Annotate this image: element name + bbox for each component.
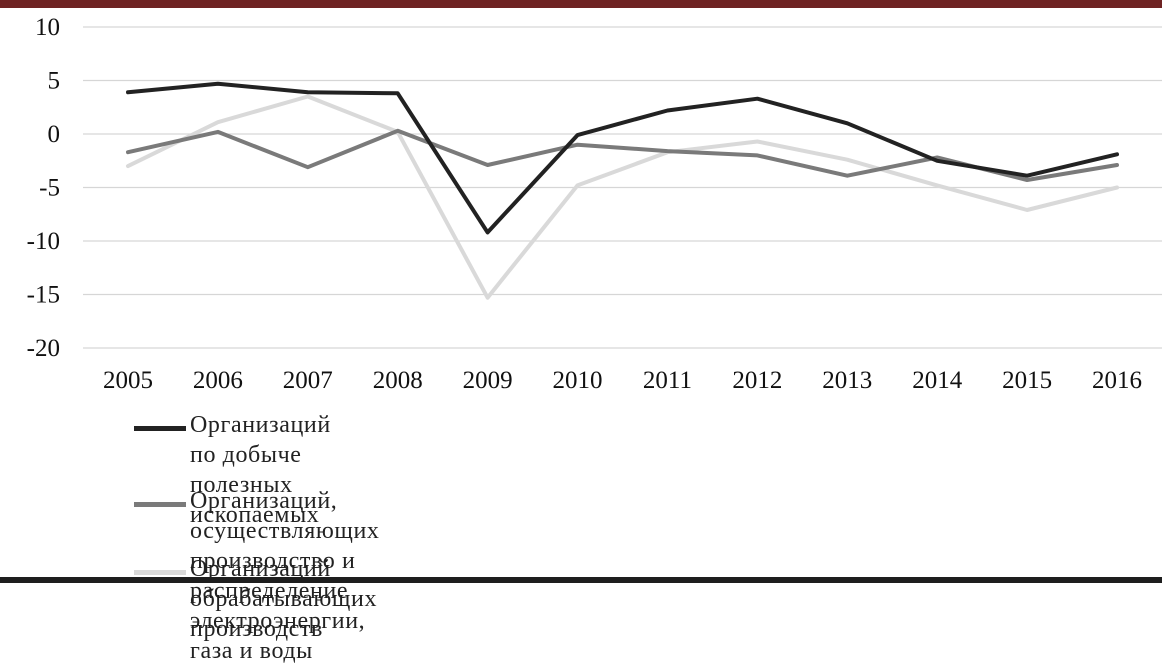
y-tick-label: 10: [35, 14, 60, 41]
x-tick-label: 2012: [732, 367, 782, 394]
series-line-1: [126, 81, 1119, 235]
y-tick-label: -15: [27, 282, 60, 309]
legend-swatch: [134, 570, 186, 575]
x-tick-label: 2013: [822, 367, 872, 394]
x-tick-label: 2014: [912, 367, 963, 394]
y-axis-tick-labels: 10 5 0 -5 -10 -15 -20: [27, 14, 60, 362]
top-border-bar: [0, 0, 1162, 8]
legend-swatch: [134, 426, 186, 431]
grid-lines: [83, 26, 1162, 349]
series-line-2: [126, 128, 1119, 182]
y-tick-label: 0: [48, 121, 61, 148]
series-line-3: [126, 94, 1119, 300]
legend-label: Организаций по добыче полезных ископаемы…: [190, 412, 331, 528]
bottom-border-bar: [0, 577, 1162, 583]
legend-label: Организаций обрабатывающих производств: [190, 556, 378, 642]
y-tick-label: -20: [27, 335, 60, 362]
legend-swatch: [134, 502, 186, 507]
x-tick-label: 2010: [553, 367, 603, 394]
x-tick-label: 2007: [283, 367, 333, 394]
line-chart: 10 5 0 -5 -10 -15 -20 2005 2006 2007 2008 2009 2010…: [27, 14, 1162, 394]
x-tick-label: 2008: [373, 367, 423, 394]
series-lines: [126, 81, 1119, 300]
y-tick-label: -10: [27, 228, 60, 255]
x-tick-label: 2011: [643, 367, 692, 394]
x-tick-label: 2005: [103, 367, 153, 394]
y-tick-label: -5: [39, 175, 60, 202]
y-tick-label: 5: [48, 68, 61, 95]
x-tick-label: 2015: [1002, 367, 1052, 394]
x-axis-tick-labels: 2005 2006 2007 2008 2009 2010 2011 2012 2013 2014…: [103, 367, 1142, 394]
x-tick-label: 2006: [193, 367, 243, 394]
x-tick-label: 2009: [463, 367, 513, 394]
x-tick-label: 2016: [1092, 367, 1142, 394]
